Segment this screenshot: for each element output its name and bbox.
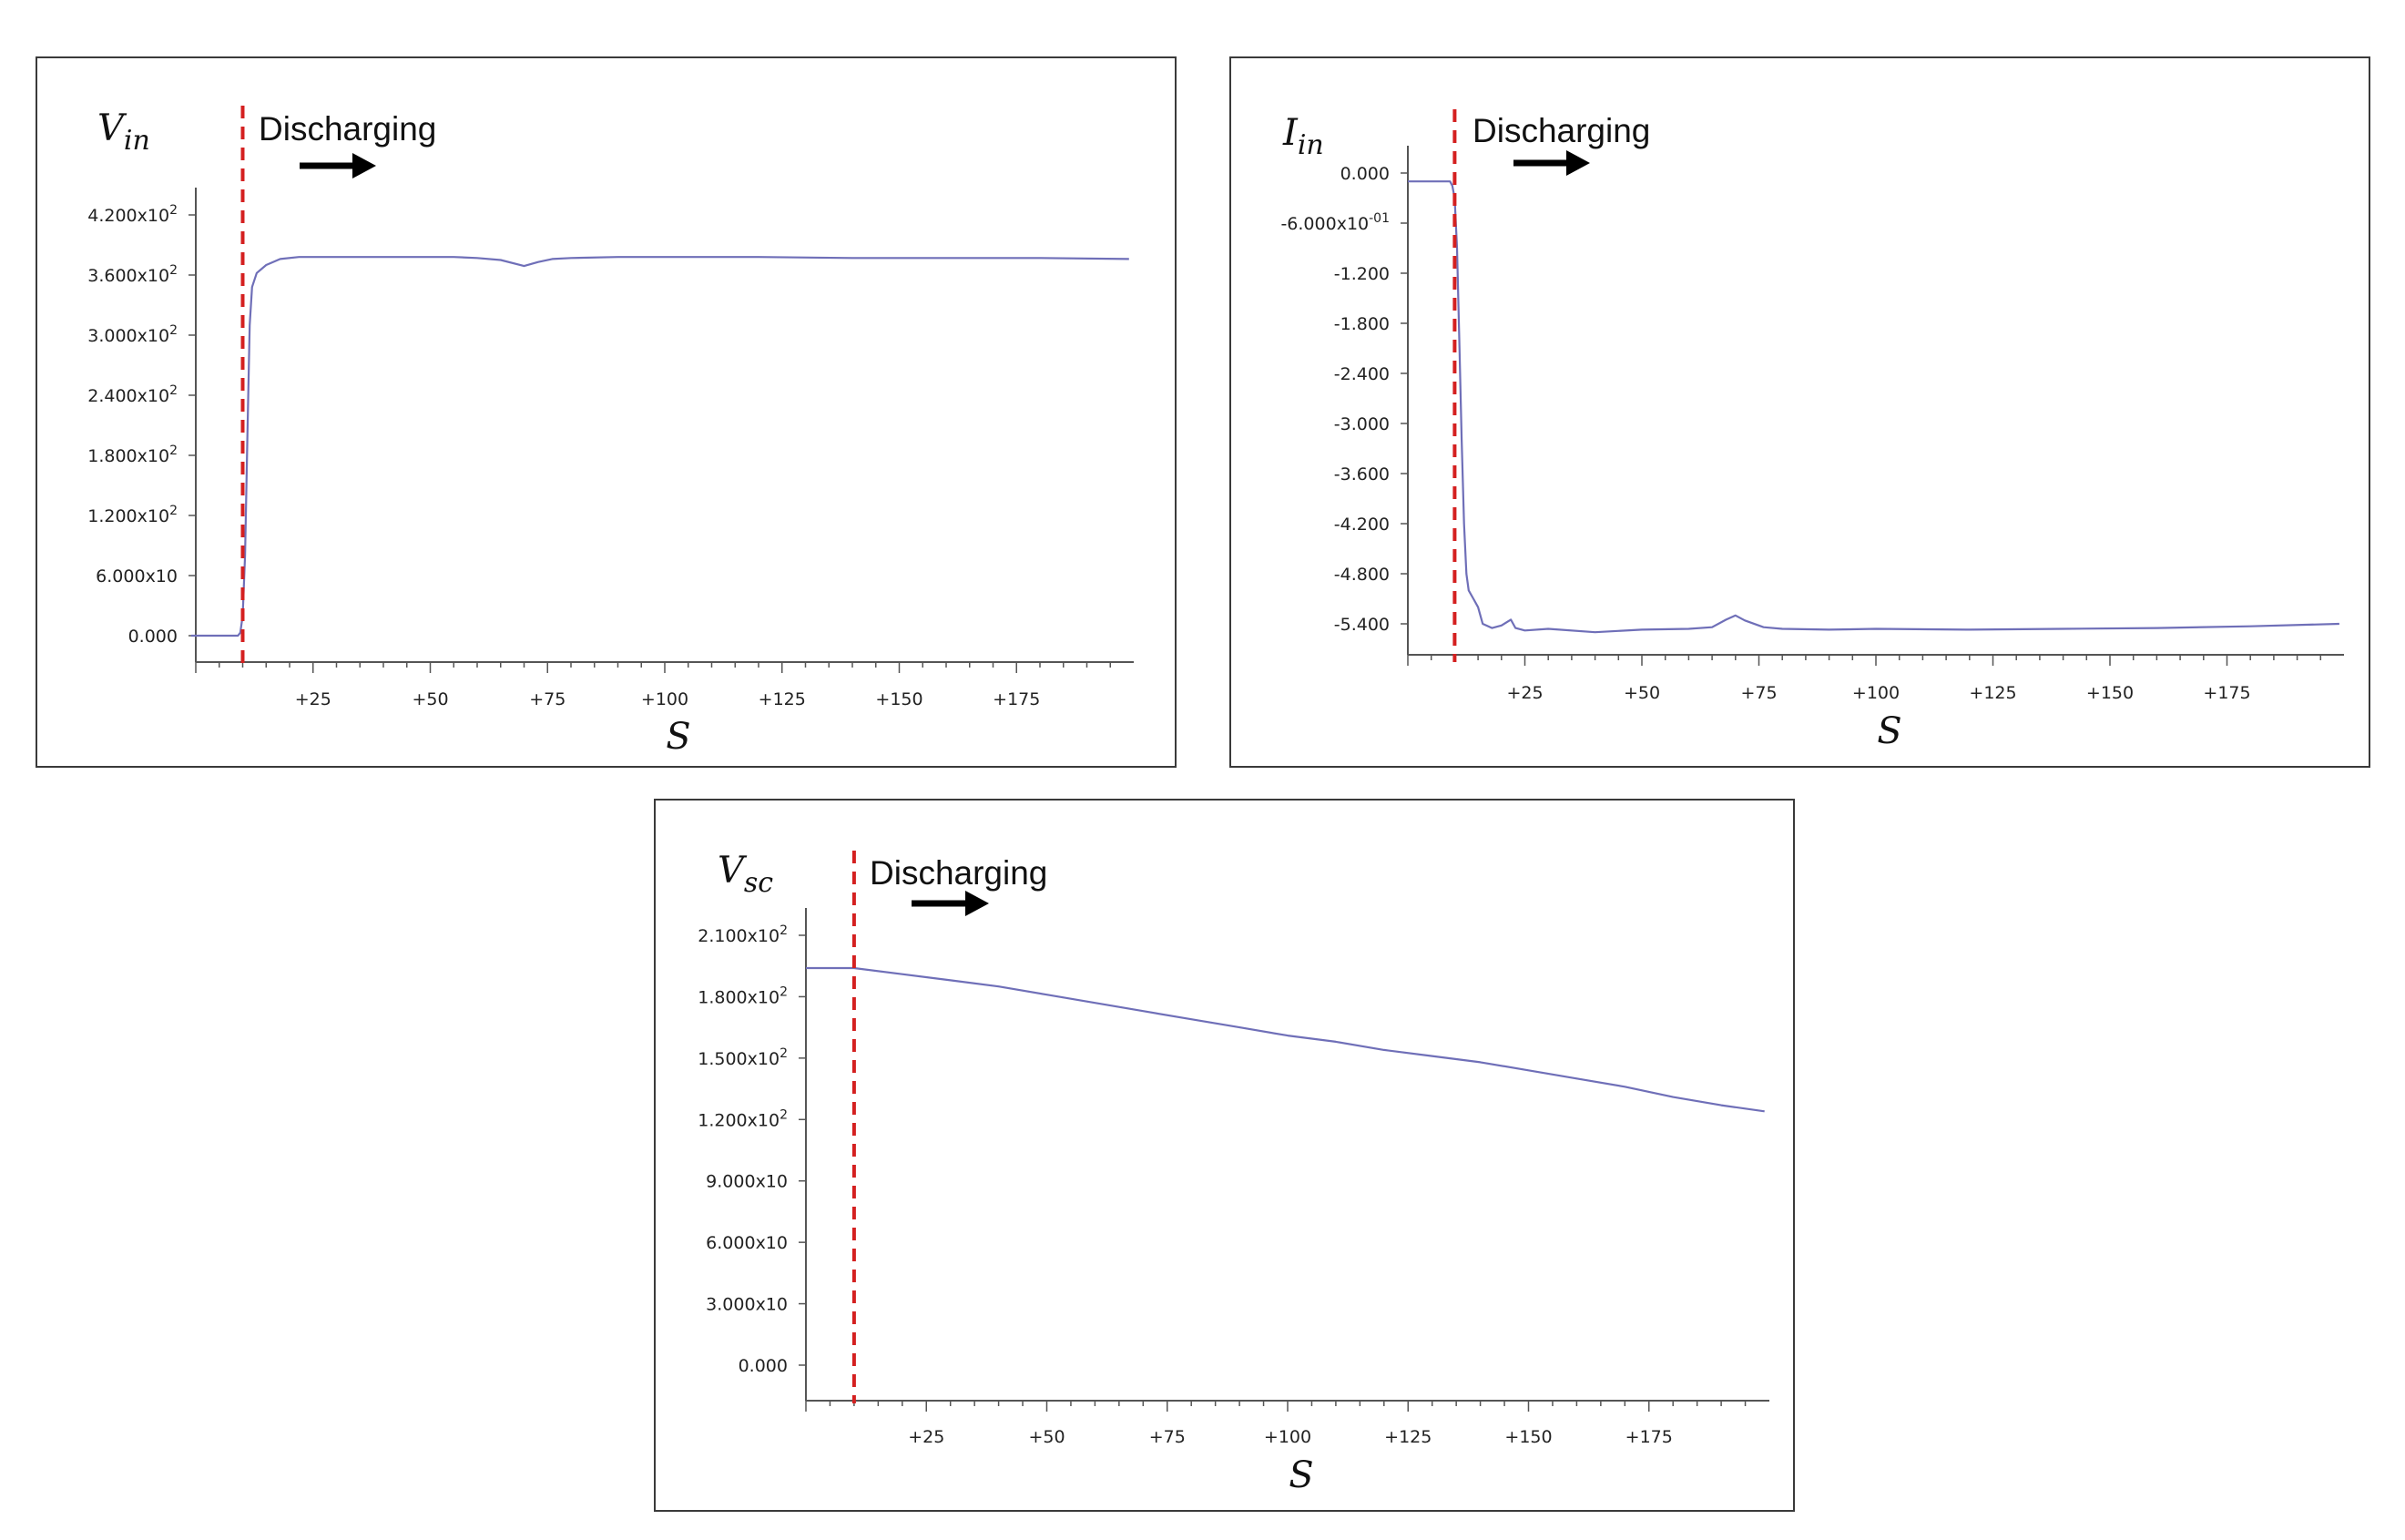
x-tick-label: +50 [412, 689, 448, 709]
y-tick-label: 3.600x102 [87, 263, 178, 286]
y-tick-label: -3.600 [1334, 464, 1390, 484]
x-tick-label: +125 [759, 689, 806, 709]
series-line [190, 256, 1129, 637]
series-line [806, 966, 1765, 1113]
y-tick-label: 6.000x10 [96, 566, 178, 586]
x-tick-label: +75 [1740, 683, 1777, 703]
y-tick-label: 1.200x102 [698, 1107, 788, 1130]
y-tick-label: 6.000x10 [706, 1233, 788, 1253]
y-tick-label: 1.500x102 [698, 1046, 788, 1069]
x-tick-label: +175 [1625, 1427, 1673, 1447]
x-tick-label: +100 [641, 689, 688, 709]
y-tick-label: -5.400 [1334, 615, 1390, 635]
y-tick-label: 2.400x102 [87, 383, 178, 406]
x-tick-label: +150 [1504, 1427, 1552, 1447]
x-tick-label: +175 [2203, 683, 2250, 703]
x-tick-label: +75 [529, 689, 566, 709]
x-tick-label: +50 [1624, 683, 1660, 703]
arrow-right-icon [965, 891, 989, 916]
annotation-label: Discharging [870, 854, 1047, 892]
y-tick-label: -4.800 [1334, 565, 1390, 585]
x-tick-label: +25 [295, 689, 331, 709]
x-tick-label: +100 [1264, 1427, 1311, 1447]
y-tick-label: -4.200 [1334, 515, 1390, 535]
y-tick-label: -6.000x10-01 [1280, 211, 1390, 234]
chart-panel-vsc: +25 +50 +75 +100 +125 +150 +175 2.100x102 1.800x… [654, 799, 1795, 1512]
y-axis-label: Vsc [718, 850, 773, 899]
y-tick-label: -1.200 [1334, 264, 1390, 284]
x-axis-label: S [1877, 710, 1901, 752]
y-tick-label: 0.000 [1340, 164, 1390, 184]
y-tick-label: -3.000 [1334, 414, 1390, 434]
y-tick-label: 2.100x102 [698, 923, 788, 946]
y-tick-label: 1.800x102 [87, 444, 178, 466]
x-tick-label: +25 [1506, 683, 1543, 703]
y-tick-label: -1.800 [1334, 314, 1390, 334]
arrow-right-icon [1566, 150, 1590, 176]
series-line [1408, 180, 2339, 634]
y-tick-label: 1.200x102 [87, 504, 178, 526]
x-tick-label: +75 [1149, 1427, 1186, 1447]
y-tick-label: 0.000 [128, 627, 178, 647]
x-axis-label: S [1289, 1454, 1313, 1496]
chart-panel-iin: +25 +50 +75 +100 +125 +150 +175 0.000 -6.000x10-… [1229, 56, 2370, 768]
annotation-label: Discharging [259, 110, 436, 148]
y-tick-label: -2.400 [1334, 364, 1390, 384]
x-tick-label: +125 [1384, 1427, 1432, 1447]
arrow-right-icon [352, 153, 376, 178]
y-tick-label: 4.200x102 [87, 203, 178, 226]
chart-panel-vin: +25 +50 +75 +100 +125 +150 +175 4.200x102 3.600x… [36, 56, 1177, 768]
y-tick-label: 1.800x102 [698, 984, 788, 1007]
x-tick-label: +25 [908, 1427, 944, 1447]
x-tick-label: +175 [993, 689, 1040, 709]
annotation-label: Discharging [1473, 112, 1650, 149]
y-axis-label: Iin [1282, 112, 1324, 161]
chart-vin: +25 +50 +75 +100 +125 +150 +175 4.200x102 3.600x… [87, 106, 1134, 758]
chart-vsc: +25 +50 +75 +100 +125 +150 +175 2.100x102 1.800x… [698, 850, 1769, 1496]
y-axis-label: Vin [97, 107, 150, 157]
x-tick-label: +125 [1969, 683, 2016, 703]
y-tick-label: 3.000x102 [87, 323, 178, 346]
x-axis-label: S [666, 716, 690, 758]
x-tick-label: +50 [1028, 1427, 1065, 1447]
x-tick-label: +150 [2086, 683, 2134, 703]
y-tick-label: 0.000 [739, 1356, 788, 1376]
x-tick-label: +150 [875, 689, 922, 709]
y-tick-label: 3.000x10 [706, 1295, 788, 1315]
x-tick-label: +100 [1852, 683, 1900, 703]
chart-iin: +25 +50 +75 +100 +125 +150 +175 0.000 -6.000x10-… [1280, 109, 2344, 752]
y-tick-label: 9.000x10 [706, 1172, 788, 1192]
